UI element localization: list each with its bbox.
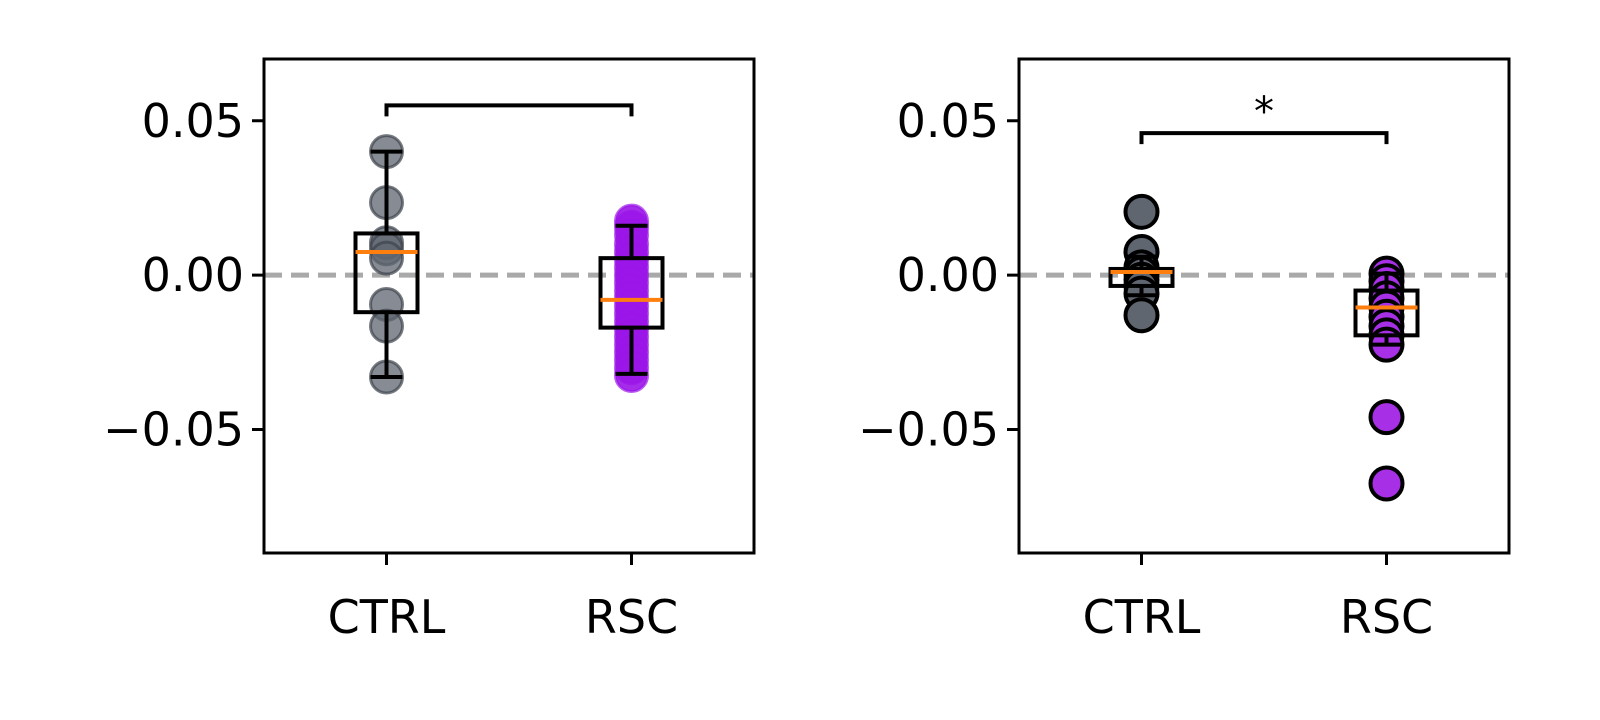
x-tick-label-rsc: RSC bbox=[1340, 590, 1433, 644]
data-point-rsc-9 bbox=[1368, 399, 1405, 436]
y-tick-label: 0.00 bbox=[142, 248, 244, 302]
axes-frame bbox=[262, 57, 756, 555]
left-panel: 0.05 0.00 −0.05 CTRL RSC bbox=[103, 57, 756, 644]
data-point-ctrl-7 bbox=[1123, 297, 1160, 334]
y-tick-label: −0.05 bbox=[858, 403, 999, 457]
y-tick-label: 0.05 bbox=[142, 94, 244, 148]
box-ctrl bbox=[1108, 266, 1175, 288]
box-rsc bbox=[598, 256, 665, 330]
axes-frame bbox=[1017, 57, 1511, 555]
x-tick-label-rsc: RSC bbox=[585, 590, 678, 644]
box-rsc bbox=[1353, 288, 1420, 338]
data-point-rsc-10 bbox=[1368, 465, 1405, 502]
data-point-ctrl-0 bbox=[1123, 193, 1160, 230]
y-tick-label: −0.05 bbox=[103, 403, 244, 457]
significance-bracket bbox=[1139, 131, 1389, 145]
significance-label: * bbox=[1254, 89, 1274, 135]
significance-bracket bbox=[384, 103, 634, 117]
y-tick-label: 0.05 bbox=[897, 94, 999, 148]
box-ctrl bbox=[353, 231, 420, 315]
y-tick-label: 0.00 bbox=[897, 248, 999, 302]
x-tick-label-ctrl: CTRL bbox=[328, 590, 446, 644]
right-panel: * 0.05 0.00 −0.05 CTRL RSC bbox=[858, 57, 1511, 644]
data-point-ctrl-4 bbox=[369, 240, 404, 276]
x-tick-label-ctrl: CTRL bbox=[1083, 590, 1201, 644]
